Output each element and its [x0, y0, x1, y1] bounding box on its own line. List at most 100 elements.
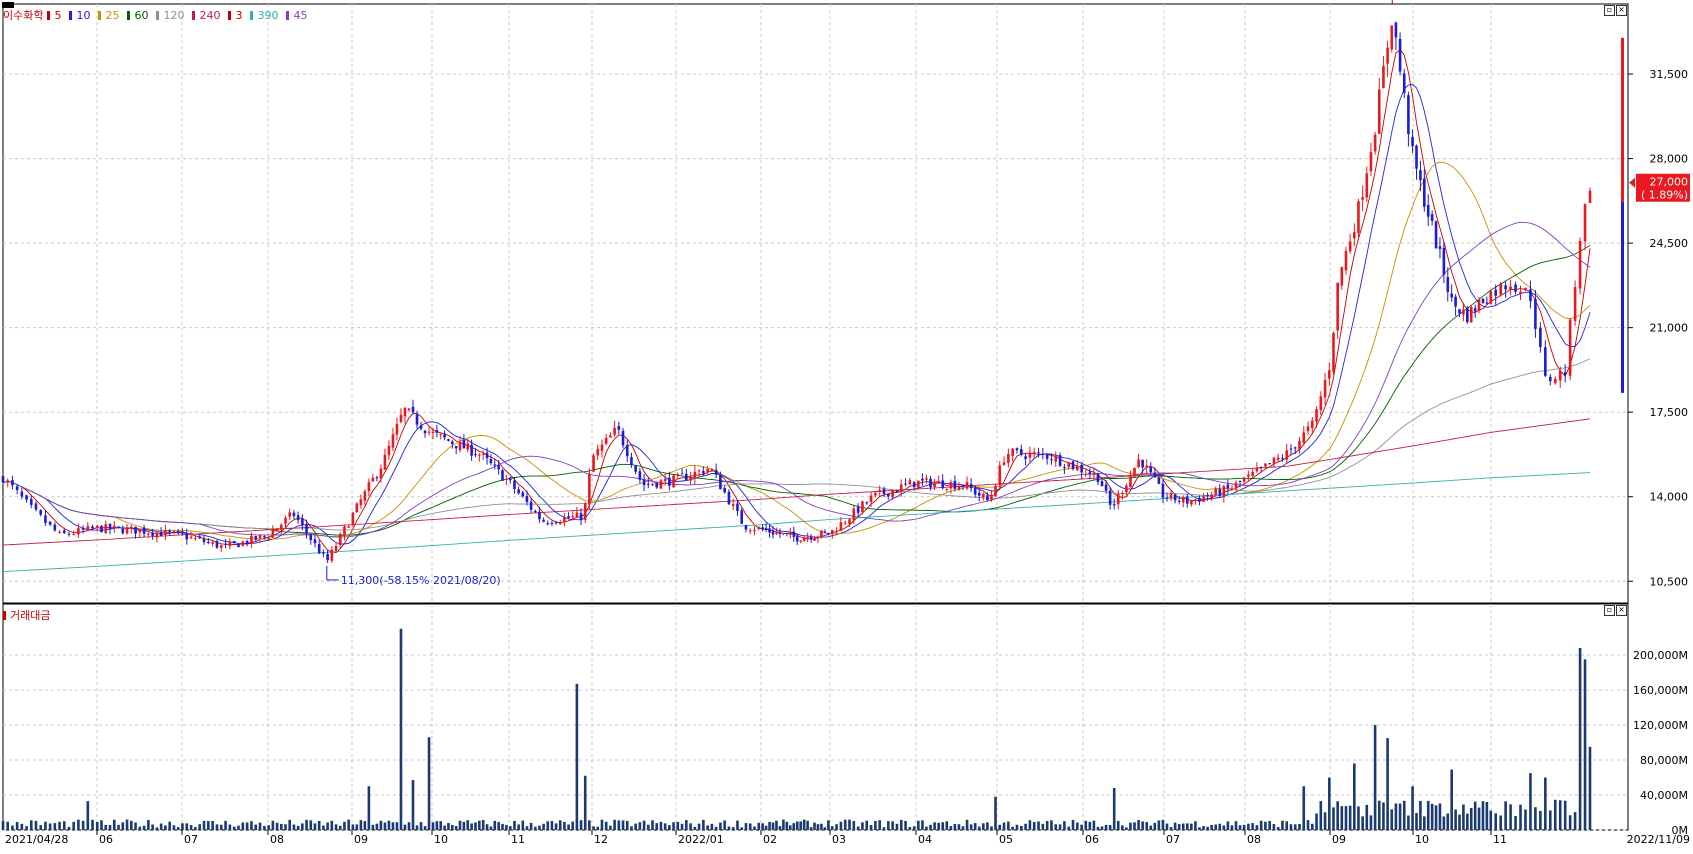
- volume-bar: [147, 819, 150, 830]
- volume-bar: [945, 821, 949, 830]
- candle-body: [379, 468, 383, 479]
- candle-body: [1100, 481, 1104, 487]
- candle-body: [198, 536, 201, 539]
- candle-body: [583, 503, 587, 520]
- candle-body: [768, 528, 771, 533]
- candle-body: [1426, 204, 1430, 217]
- candle-body: [642, 479, 646, 486]
- volume-bar: [263, 825, 266, 830]
- volume-bar: [517, 824, 520, 830]
- candle-body: [1129, 475, 1132, 488]
- volume-bar: [753, 826, 756, 830]
- volume-bar: [839, 821, 843, 830]
- volume-panel-maximize-icon[interactable]: ▫: [1604, 605, 1615, 616]
- ma-legend-item[interactable]: 3: [228, 9, 246, 22]
- candle-body: [275, 528, 279, 532]
- volume-bar: [375, 823, 379, 830]
- volume-bar: [317, 820, 321, 830]
- candle-body: [625, 445, 629, 457]
- volume-bar: [1323, 812, 1327, 830]
- candle-body: [617, 425, 621, 430]
- candle-body: [1369, 152, 1373, 172]
- candle-body: [634, 465, 637, 472]
- volume-bar: [1032, 822, 1036, 830]
- volume-bar: [95, 821, 99, 830]
- candle-body: [878, 489, 881, 492]
- candle-body: [147, 533, 150, 535]
- candle-body: [1348, 241, 1352, 252]
- volume-bar: [1002, 822, 1006, 830]
- candle-body: [237, 544, 240, 548]
- candle-body: [912, 481, 916, 488]
- price-panel-close-icon[interactable]: ×: [1616, 5, 1627, 16]
- candle-body: [778, 532, 782, 535]
- volume-bar: [1063, 821, 1066, 830]
- volume-bar: [505, 824, 508, 830]
- candle-body: [685, 473, 688, 481]
- volume-bar: [579, 820, 583, 830]
- volume-bar: [241, 822, 245, 830]
- volume-bar: [929, 824, 932, 830]
- candle-body: [1509, 286, 1512, 290]
- date-tick-label: 06: [99, 833, 113, 846]
- volume-bar: [6, 821, 10, 830]
- volume-bar: [1281, 820, 1284, 830]
- chart-menu-icon[interactable]: [2, 2, 14, 8]
- ma-legend-item[interactable]: 240: [192, 9, 224, 22]
- ma-legend-item[interactable]: 60: [127, 9, 152, 22]
- volume-bar: [1247, 823, 1250, 830]
- ma-legend-item[interactable]: 45: [286, 9, 311, 22]
- candle-body: [1402, 73, 1406, 93]
- volume-bar: [1125, 827, 1128, 830]
- candle-body: [117, 526, 120, 528]
- candle-body: [1336, 282, 1339, 331]
- candle-body: [501, 470, 504, 481]
- candle-body: [802, 537, 806, 542]
- volume-bar: [164, 825, 167, 830]
- volume-bar: [1588, 746, 1592, 830]
- volume-bar: [816, 824, 820, 830]
- volume-bar: [1489, 810, 1493, 830]
- candle-body: [830, 529, 834, 534]
- ma-legend-item[interactable]: 5: [47, 9, 65, 22]
- volume-bar: [67, 826, 71, 830]
- volume-bar: [554, 823, 558, 830]
- ma-legend-item[interactable]: 25: [98, 9, 123, 22]
- current-price: 27,000: [1650, 176, 1689, 189]
- price-panel-maximize-icon[interactable]: ▫: [1604, 5, 1615, 16]
- candle-body: [727, 491, 731, 505]
- volume-bar: [1365, 804, 1369, 830]
- candle-body: [1583, 203, 1587, 242]
- candle-body: [748, 530, 752, 532]
- volume-panel-close-icon[interactable]: ×: [1616, 605, 1627, 616]
- ma-legend-item[interactable]: 390: [250, 9, 282, 22]
- candle-body: [1514, 284, 1517, 292]
- volume-bar: [72, 821, 75, 830]
- volume-bar: [904, 820, 907, 830]
- candle-body: [1181, 496, 1185, 503]
- candle-body: [241, 541, 245, 546]
- ma-legend-item[interactable]: 10: [69, 9, 94, 22]
- candle-body: [489, 459, 493, 464]
- candle-body: [1169, 493, 1173, 498]
- ma-line: [2, 245, 1591, 536]
- volume-bar: [617, 820, 621, 830]
- volume-tick-label: 0M: [1672, 824, 1689, 837]
- volume-bar: [1332, 807, 1335, 830]
- volume-bar: [757, 822, 761, 830]
- candle-body: [1377, 89, 1381, 134]
- candle-body: [125, 527, 129, 534]
- candle-body: [710, 469, 714, 471]
- ma-legend-item[interactable]: 120: [156, 9, 188, 22]
- candle-body: [194, 537, 197, 539]
- candle-body: [34, 503, 38, 510]
- volume-bar: [792, 823, 796, 830]
- volume-bar: [454, 826, 458, 830]
- candle-body: [809, 537, 813, 540]
- volume-bar: [949, 826, 953, 830]
- candle-body: [929, 478, 932, 488]
- candle-body: [945, 488, 949, 490]
- volume-bar: [489, 826, 493, 830]
